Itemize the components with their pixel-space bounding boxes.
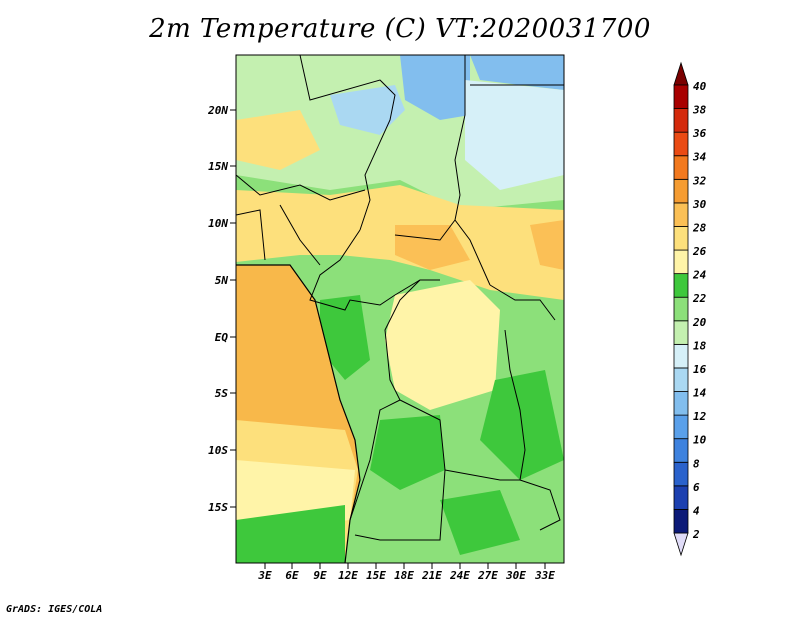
legend-color-box: [673, 131, 689, 157]
gabon-green: [320, 295, 370, 380]
legend-color-box: [673, 226, 689, 251]
lon-label-27e: 27E: [477, 569, 498, 582]
coastline: [236, 264, 361, 563]
lat-label-5s: 5S: [215, 387, 229, 400]
legend-color-box: [673, 155, 689, 180]
lon-label-30e: 30E: [505, 569, 526, 582]
legend-color-box: [673, 296, 689, 322]
legend-color-box: [673, 485, 689, 510]
legend-tick-label: 38: [692, 104, 707, 117]
sahel-west-warm: [236, 110, 320, 170]
legend-tick-label: 26: [692, 245, 707, 258]
congo-warm: [385, 280, 500, 410]
legend-tick-label: 30: [692, 198, 707, 211]
lon-label-3e: 3E: [257, 569, 272, 582]
legend-tick-label: 40: [693, 80, 707, 93]
legend-color-box: [673, 202, 689, 227]
lon-axis: 3E 6E 9E 12E 15E 18E 21E 24E 27E 30E 33E: [257, 563, 555, 582]
legend-tick-label: 32: [692, 174, 707, 187]
desert-cool-central: [330, 85, 405, 135]
legend-color-box: [673, 108, 689, 133]
legend-color-box: [673, 84, 689, 109]
lon-label-9e: 9E: [313, 569, 327, 582]
country-borders: [236, 55, 564, 541]
lon-label-12e: 12E: [338, 569, 358, 582]
lon-label-24e: 24E: [449, 569, 470, 582]
legend-tick-label: 8: [693, 457, 700, 470]
sudan-hot: [530, 220, 564, 270]
legend-top-arrow: [673, 61, 689, 86]
temperature-field: [236, 55, 564, 563]
legend-tick-label: 34: [692, 151, 707, 164]
legend-tick-label: 36: [692, 127, 707, 140]
legend-color-box: [673, 461, 689, 487]
legend-tick-label: 24: [692, 269, 707, 282]
legend-color-box: [673, 178, 689, 204]
angola-green: [370, 415, 445, 490]
map-frame: [235, 54, 565, 564]
legend-color-box: [673, 438, 689, 463]
legend-tick-label: 10: [693, 434, 707, 447]
legend-bottom-arrow: [673, 532, 689, 557]
lon-label-18e: 18E: [394, 569, 414, 582]
lat-label-10s: 10S: [208, 444, 228, 457]
lat-label-15n: 15N: [208, 160, 228, 173]
legend-color-box: [673, 367, 689, 392]
legend-tick-label: 16: [693, 363, 707, 376]
legend-tick-label: 20: [692, 316, 707, 329]
legend-color-box: [673, 509, 689, 534]
legend-tick-label: 28: [692, 221, 707, 234]
lon-label-15e: 15E: [366, 569, 386, 582]
lat-label-15s: 15S: [208, 501, 228, 514]
legend-tick-label: 12: [693, 410, 707, 423]
lon-label-6e: 6E: [285, 569, 299, 582]
legend-tick-label: 18: [693, 339, 707, 352]
desert-cool-north: [400, 55, 470, 120]
legend-color-box: [673, 343, 689, 369]
lat-axis: 20N 15N 10N 5N EQ 5S 10S 15S: [207, 104, 236, 514]
legend-color-box: [673, 414, 689, 440]
desert-cool-ne: [470, 55, 564, 90]
lon-label-33e: 33E: [534, 569, 555, 582]
atlantic-south-green: [236, 505, 345, 563]
legend-tick-label: 14: [693, 387, 707, 400]
lon-label-21e: 21E: [421, 569, 442, 582]
lat-label-20n: 20N: [207, 104, 228, 117]
chart-title: 2m Temperature (C) VT:2020031700: [149, 14, 651, 44]
lat-label-5n: 5N: [215, 274, 229, 287]
legend-color-box: [673, 273, 689, 298]
lat-label-10n: 10N: [208, 217, 228, 230]
footer-credit: GrADS: IGES/COLA: [6, 604, 103, 615]
legend-color-box: [673, 391, 689, 416]
legend-color-box: [673, 320, 689, 345]
legend-tick-label: 2: [692, 528, 700, 541]
chad-hot: [395, 225, 470, 270]
lat-label-eq: EQ: [215, 331, 229, 344]
legend-tick-label: 22: [692, 292, 707, 305]
legend-tick-label: 6: [693, 481, 700, 494]
legend-color-box: [673, 249, 689, 275]
legend-tick-label: 4: [693, 504, 700, 517]
zambia-green: [440, 490, 520, 555]
desert-light-east: [465, 80, 564, 190]
